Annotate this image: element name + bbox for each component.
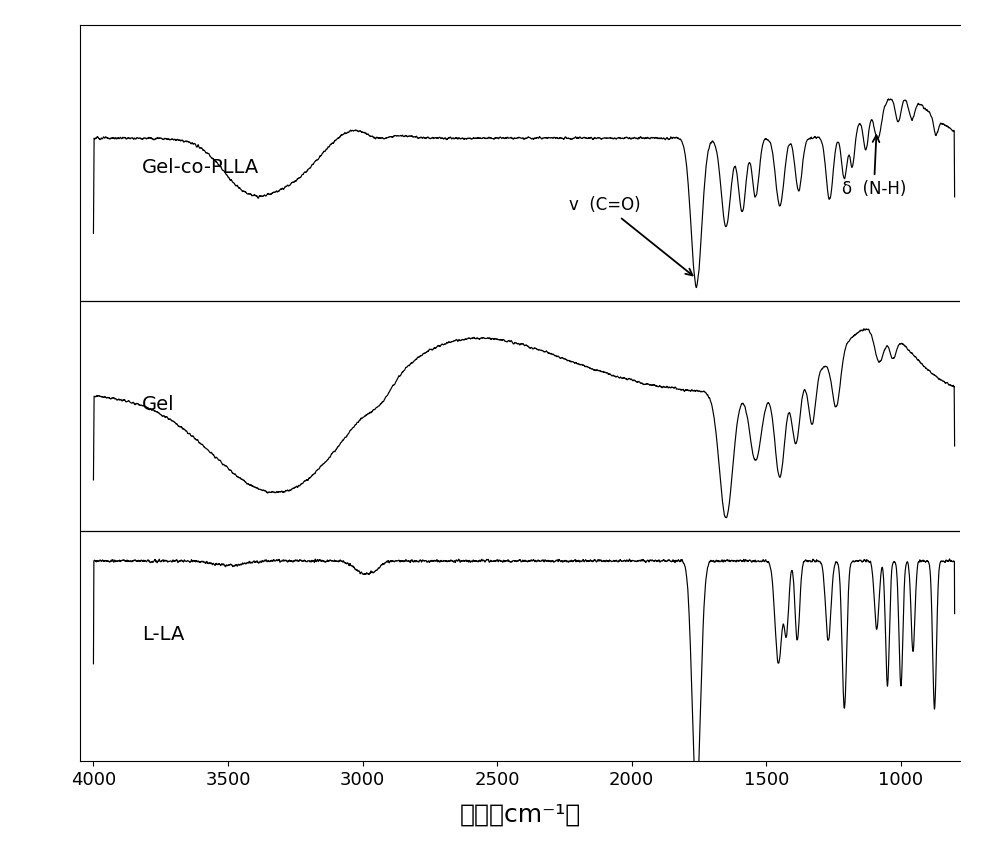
Text: L-LA: L-LA [142,625,184,645]
X-axis label: 波数（cm⁻¹）: 波数（cm⁻¹） [459,803,581,827]
Text: Gel-co-PLLA: Gel-co-PLLA [142,158,259,178]
Text: Gel: Gel [142,395,175,415]
Text: δ  (N-H): δ (N-H) [842,135,906,198]
Text: v  (C=O): v (C=O) [569,196,693,276]
